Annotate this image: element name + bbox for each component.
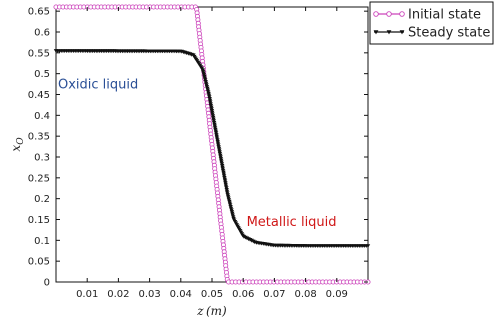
x-axis-label: z (m): [196, 304, 227, 318]
y-tick-label: 0.1: [34, 236, 50, 247]
y-tick-label: 0.55: [28, 48, 50, 59]
x-tick-label: 0.04: [170, 289, 192, 300]
y-tick-label: 0.65: [28, 7, 50, 18]
legend-marker: [386, 11, 392, 17]
legend-marker: [386, 30, 392, 35]
y-tick-label: 0.2: [34, 194, 50, 205]
series-layer: [53, 4, 371, 285]
y-tick-label: 0.25: [28, 173, 50, 184]
x-tick-label: 0.06: [232, 289, 254, 300]
axes-layer: 0 0.05 0.1 0.15 0.2 0.25 0.3 0.35 0.4 0.45 0.5 0.55…: [9, 7, 368, 318]
y-tick-label: 0: [44, 278, 50, 289]
legend-item: Initial state: [373, 8, 481, 23]
y-tick-label: 0.3: [34, 153, 50, 164]
legend-marker: [373, 11, 379, 17]
annotation-metallic: Metallic liquid: [247, 215, 337, 230]
legend-box: [369, 1, 494, 45]
legend-marker: [399, 11, 405, 17]
legend-marker: [399, 30, 405, 35]
legend-label: Steady state: [408, 26, 490, 41]
y-tick-label: 0.45: [28, 90, 50, 101]
y-tick-label: 0.6: [34, 28, 50, 39]
series-point: [365, 244, 371, 248]
x-tick-label: 0.01: [76, 289, 98, 300]
legend-label: Initial state: [408, 8, 481, 23]
x-tick-label: 0.05: [201, 289, 223, 300]
legend: Initial state Steady state: [369, 1, 494, 45]
series-steady-state: [53, 49, 371, 248]
legend-item: Steady state: [373, 26, 490, 41]
y-tick-label: 0.5: [34, 69, 50, 80]
x-tick-label: 0.08: [294, 289, 316, 300]
annotation-oxidic: Oxidic liquid: [58, 77, 138, 92]
y-tick-label: 0.05: [28, 257, 50, 268]
x-tick-label: 0.03: [138, 289, 160, 300]
legend-marker: [373, 30, 379, 35]
y-tick-label: 0.15: [28, 215, 50, 226]
series-initial-state: [53, 4, 371, 285]
x-tick-label: 0.07: [263, 289, 285, 300]
y-tick-label: 0.35: [28, 132, 50, 143]
x-tick-label: 0.02: [107, 289, 129, 300]
y-axis-label: xO: [9, 137, 26, 152]
y-tick-label: 0.4: [34, 111, 50, 122]
x-tick-label: 0.09: [326, 289, 348, 300]
annotation-layer: Oxidic liquid Metallic liquid: [58, 77, 337, 230]
